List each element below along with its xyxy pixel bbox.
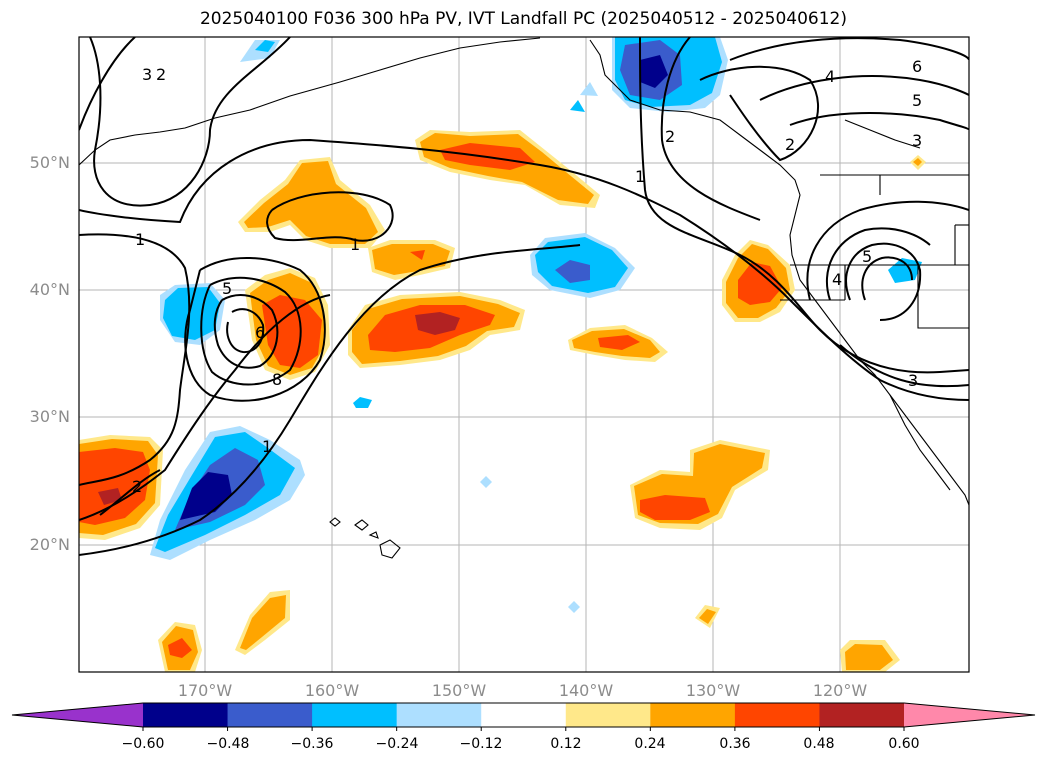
- contour-label: 2: [785, 135, 795, 154]
- colorbar-segment: [396, 703, 482, 727]
- colorbar-segment: [481, 703, 567, 727]
- colorbar-tick-label: 0.12: [550, 736, 582, 752]
- coastlines: [79, 37, 969, 559]
- contour-label: 2: [665, 127, 675, 146]
- contour-label: 1: [262, 437, 272, 456]
- map-frame: [78, 36, 970, 673]
- contour-label: 8: [272, 370, 282, 389]
- pv-contours: [79, 37, 969, 556]
- colorbar-segment: [227, 703, 313, 727]
- colorbar-segment: [819, 703, 905, 727]
- lat-tick-label: 20°N: [29, 535, 70, 554]
- colorbar-tick-label: 0.36: [719, 736, 751, 752]
- colorbar-tick-label: −0.24: [375, 736, 419, 752]
- colorbar-tick-label: 0.60: [888, 736, 920, 752]
- lon-tick-label: 150°W: [431, 681, 487, 700]
- contour-label: 3: [908, 371, 918, 390]
- contour-label: 1: [350, 235, 360, 254]
- contour-label: 5: [862, 247, 872, 266]
- contour-label: 4: [825, 67, 835, 86]
- negative-anomaly-fills: [150, 37, 922, 613]
- colorbar-segment: [565, 703, 651, 727]
- contour-label: 5: [222, 279, 232, 298]
- map-title: 2025040100 F036 300 hPa PV, IVT Landfall…: [199, 9, 847, 29]
- contour-label: 1: [635, 167, 645, 186]
- lat-tick-label: 40°N: [29, 280, 70, 299]
- colorbar-tick-label: 0.48: [803, 736, 835, 752]
- colorbar-segment: [734, 703, 820, 727]
- colorbar-tick-label: −0.36: [290, 736, 334, 752]
- contour-label: 3: [142, 65, 152, 84]
- colorbar: [11, 702, 1036, 731]
- lon-tick-label: 160°W: [304, 681, 360, 700]
- colorbar-extend-low: [12, 703, 143, 727]
- contour-label: 6: [912, 57, 922, 76]
- colorbar-segment: [143, 703, 229, 727]
- colorbar-segment: [312, 703, 398, 727]
- lat-tick-label: 30°N: [29, 407, 70, 426]
- contour-label: 5: [912, 91, 922, 110]
- contour-labels: 3 2 1 1 5 6 8 1 2 1 2 4 6 5 3 2 5 4 3: [132, 57, 922, 496]
- positive-anomaly-fills: [79, 130, 926, 672]
- colorbar-tick-label: −0.12: [459, 736, 503, 752]
- contour-label: 4: [832, 270, 842, 289]
- lon-tick-label: 130°W: [685, 681, 741, 700]
- lon-tick-label: 120°W: [812, 681, 868, 700]
- map-plot-area: [79, 37, 969, 672]
- colorbar-tick-label: −0.60: [121, 736, 165, 752]
- contour-label: 3: [912, 131, 922, 150]
- contour-label: 2: [156, 65, 166, 84]
- colorbar-segments: [143, 703, 905, 727]
- colorbar-segment: [650, 703, 736, 727]
- lat-tick-label: 50°N: [29, 153, 70, 172]
- colorbar-extend-high: [904, 703, 1035, 727]
- contour-label: 2: [132, 477, 142, 496]
- colorbar-tick-label: 0.24: [634, 736, 666, 752]
- lon-tick-label: 140°W: [558, 681, 614, 700]
- contour-label: 1: [135, 230, 145, 249]
- colorbar-tick-label: −0.48: [206, 736, 250, 752]
- lon-tick-label: 170°W: [177, 681, 233, 700]
- contour-label: 6: [255, 323, 265, 342]
